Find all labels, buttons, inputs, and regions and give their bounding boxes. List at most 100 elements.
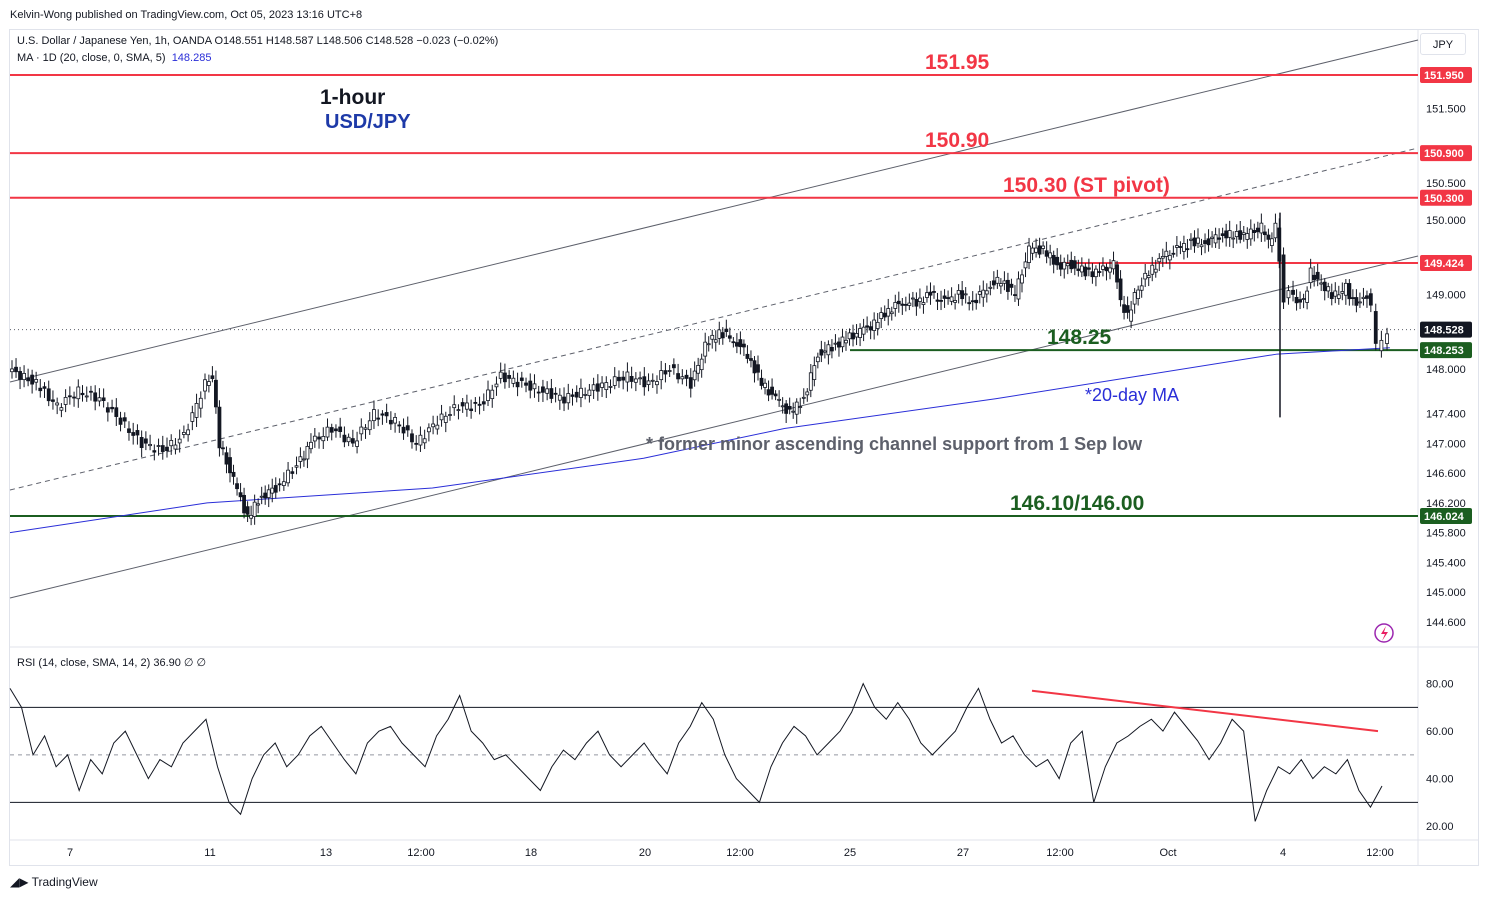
candle-body [55, 402, 60, 406]
candle-body [583, 393, 588, 396]
level-price-tag [1420, 254, 1472, 271]
candle-body [1157, 257, 1162, 263]
candle-body [46, 388, 51, 402]
candle-body [114, 407, 119, 417]
candle-body [717, 329, 722, 339]
channel-mid-line [9, 147, 1419, 491]
candle-body [51, 399, 55, 402]
candle-body [410, 433, 414, 443]
time-tick-label: Oct [1159, 847, 1176, 859]
chart-panel[interactable] [9, 29, 1479, 866]
candle-body [165, 446, 169, 452]
candle-body [334, 428, 338, 432]
candle-body [363, 427, 368, 430]
candle-body [977, 291, 982, 295]
candle-body [766, 389, 771, 396]
candle-body [703, 341, 708, 357]
candle-body [325, 426, 330, 438]
candle-body [259, 495, 264, 498]
candle-body [206, 381, 211, 386]
candle-body [1354, 297, 1359, 306]
candle-body [759, 377, 764, 386]
level-label: 150.30 (ST pivot) [1003, 174, 1170, 197]
candle-body [302, 458, 306, 461]
candle-body [515, 381, 520, 388]
candle-body [1245, 233, 1250, 240]
candle-body [355, 440, 359, 447]
candle-body [235, 483, 239, 490]
candle-body [928, 291, 933, 296]
candle-body [156, 445, 161, 447]
candle-body [380, 413, 385, 416]
candle-body [281, 481, 286, 486]
time-tick-label: 4 [1280, 847, 1286, 859]
currency-button[interactable]: JPY [1420, 33, 1466, 55]
candle-body [359, 426, 364, 435]
candle-body [477, 403, 482, 406]
candle-body [469, 408, 474, 412]
candle-body [1139, 285, 1144, 291]
candle-body [84, 395, 89, 398]
candle-body [893, 302, 898, 309]
candle-body [1108, 267, 1112, 273]
candle-body [784, 403, 789, 414]
candle-body [1164, 250, 1169, 257]
candle-body [1037, 245, 1042, 255]
candle-body [858, 328, 862, 338]
candle-body [907, 302, 912, 306]
candle-body [1055, 256, 1060, 266]
time-tick-label: 20 [639, 847, 651, 859]
candle-body [1210, 236, 1214, 239]
candle-body [198, 397, 203, 409]
candle-body [401, 426, 406, 434]
time-tick-label: 12:00 [407, 847, 435, 859]
candle-body [600, 382, 604, 388]
candle-body [101, 397, 106, 401]
candle-body [1097, 271, 1102, 273]
rsi-tick-label: 40.00 [1426, 774, 1454, 786]
candle-body [481, 401, 486, 405]
candle-body [1171, 252, 1176, 255]
candle-body [998, 283, 1003, 287]
candle-body [221, 447, 225, 450]
candle-body [742, 343, 746, 348]
price-tick-label: 151.500 [1426, 103, 1466, 115]
time-tick-label: 7 [67, 847, 73, 859]
tradingview-logo-text: TradingView [31, 875, 98, 889]
candle-body [393, 417, 397, 424]
candle-body [214, 379, 218, 408]
candle-body [177, 438, 182, 444]
level-label: 150.90 [925, 129, 989, 152]
candle-body [1224, 230, 1229, 239]
candle-body [1023, 261, 1028, 269]
candle-body [1385, 333, 1389, 344]
candle-body [621, 376, 626, 381]
candle-body [305, 445, 310, 460]
candle-body [18, 371, 22, 380]
publisher-caption: Kelvin-Wong published on TradingView.com… [10, 9, 363, 21]
candle-body [1255, 227, 1260, 233]
candle-body [1252, 230, 1257, 233]
candle-body [734, 342, 739, 347]
candle-body [26, 377, 31, 382]
candle-body [900, 303, 905, 306]
candle-body [1322, 281, 1327, 292]
candle-body [486, 389, 490, 401]
candle-body [710, 334, 715, 340]
level-price-tag [1420, 189, 1472, 206]
candle-body [604, 382, 609, 391]
candle-body [1132, 292, 1137, 305]
candle-body [418, 434, 423, 446]
candle-body [676, 373, 680, 380]
candle-body [309, 441, 313, 450]
candle-body [745, 353, 750, 359]
candle-body [422, 438, 427, 444]
candle-body [1090, 271, 1095, 278]
channel-lower-line [9, 255, 1419, 599]
candle-body [1153, 268, 1158, 273]
candle-body [1196, 237, 1200, 244]
candle-body [397, 424, 402, 427]
candle-body [854, 333, 859, 338]
tradingview-logo[interactable]: ◢▶ TradingView [10, 875, 98, 889]
